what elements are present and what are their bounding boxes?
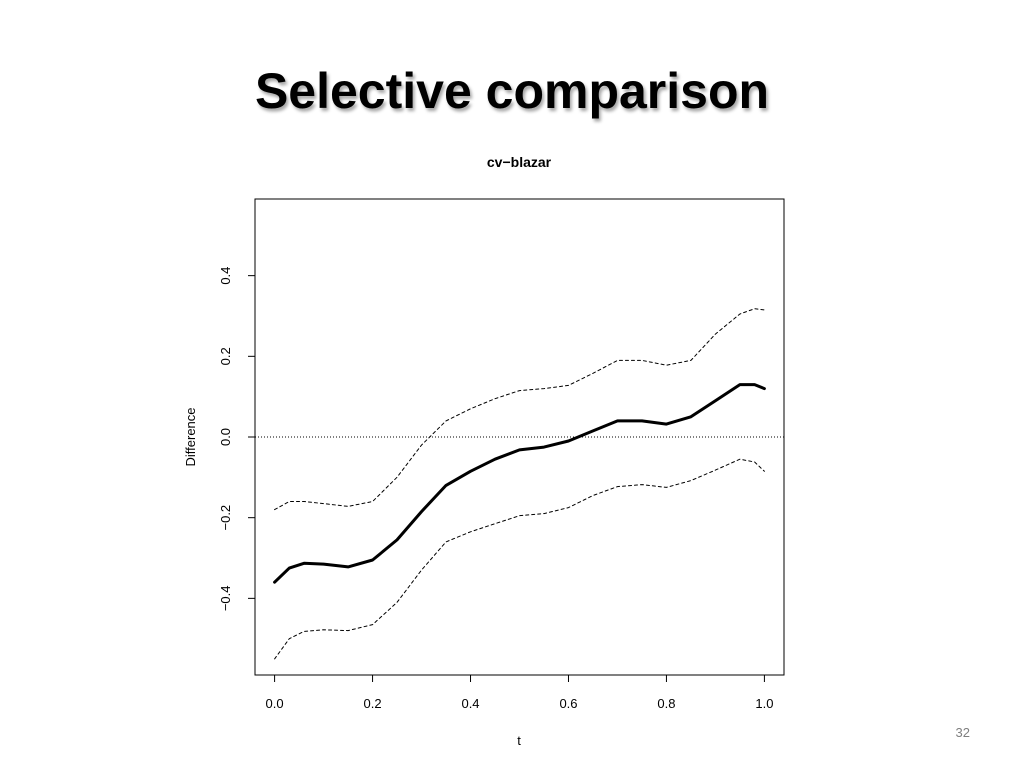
- x-tick-label: 0.8: [657, 696, 675, 711]
- y-tick-label: −0.2: [218, 505, 233, 531]
- y-tick-label: −0.4: [218, 586, 233, 612]
- x-tick-label: 0.0: [266, 696, 284, 711]
- x-axis: 0.0 0.2 0.4 0.6 0.8 1.0: [266, 674, 773, 711]
- lower-band-curve: [274, 458, 765, 660]
- x-tick-label: 0.4: [461, 696, 479, 711]
- x-axis-title: t: [517, 733, 521, 748]
- x-tick-label: 0.2: [364, 696, 382, 711]
- chart-title: cv−blazar: [487, 154, 552, 170]
- y-axis: −0.4 −0.2 0.0 0.2 0.4: [218, 267, 256, 612]
- y-tick-label: 0.2: [218, 347, 233, 365]
- y-tick-label: 0.4: [218, 267, 233, 285]
- y-axis-title: Difference: [183, 407, 198, 466]
- upper-band-curve: [274, 308, 765, 511]
- x-tick-label: 1.0: [755, 696, 773, 711]
- page-number: 32: [955, 725, 970, 740]
- slide-title: Selective comparison: [254, 63, 770, 119]
- x-tick-label: 0.6: [559, 696, 577, 711]
- y-tick-label: 0.0: [218, 428, 233, 446]
- difference-curve: [273, 383, 766, 584]
- series-layer: [273, 308, 766, 660]
